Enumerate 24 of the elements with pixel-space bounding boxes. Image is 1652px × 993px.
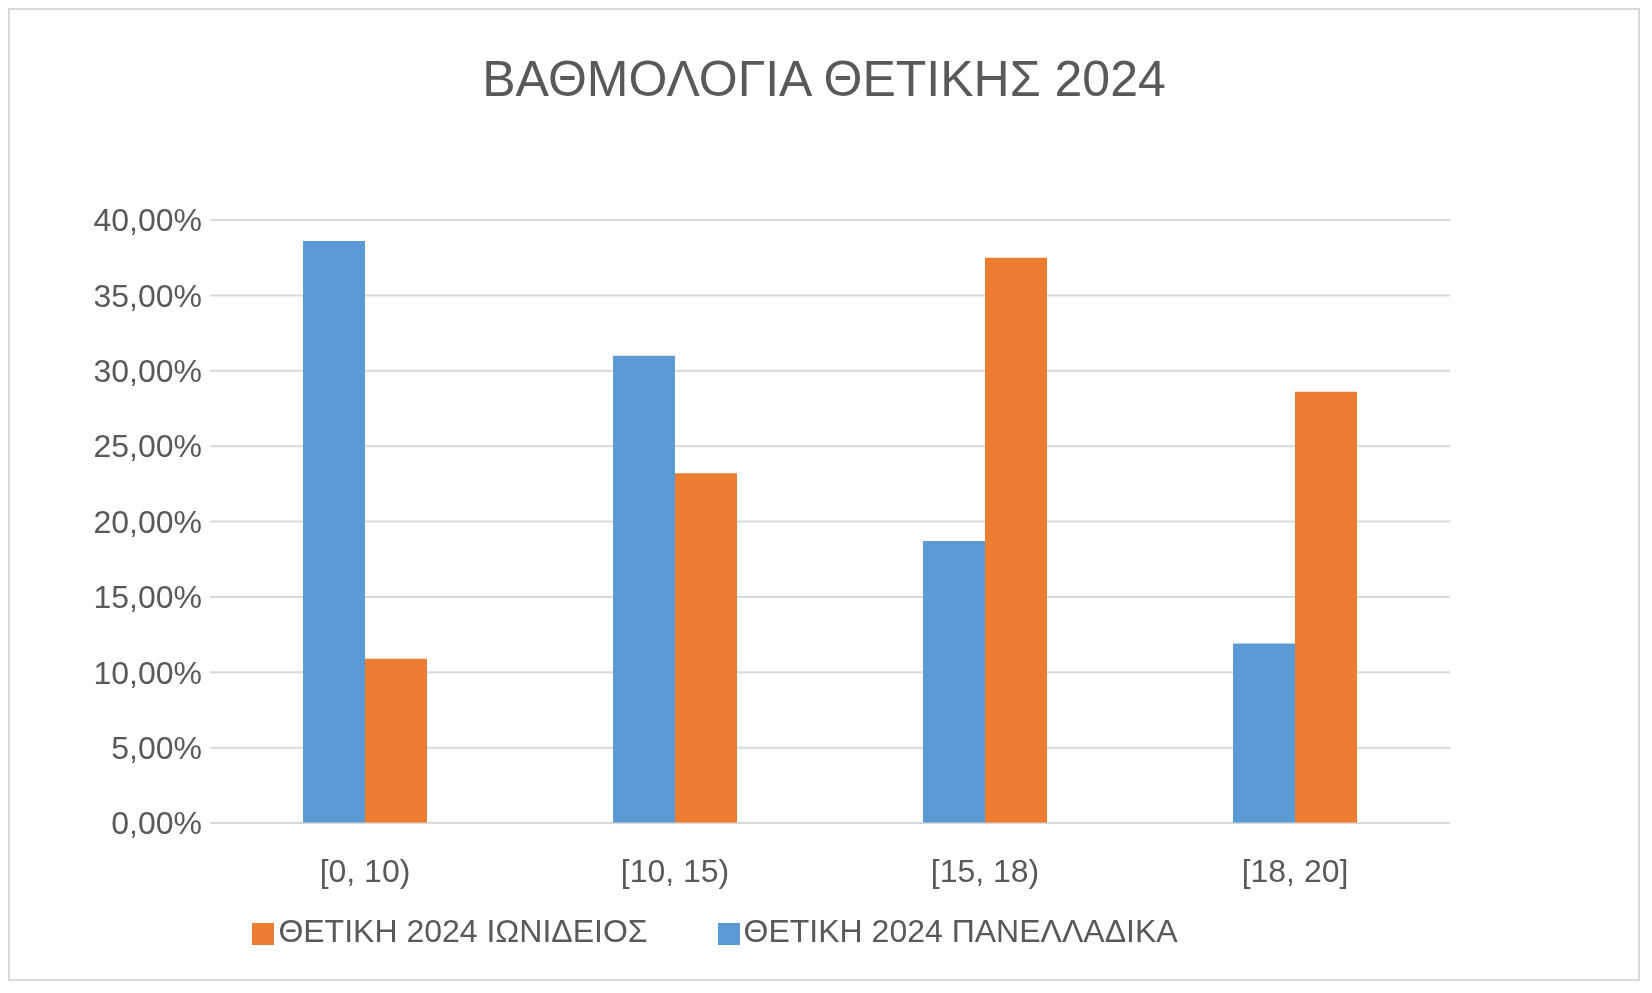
x-tick-label: [18, 20] xyxy=(1241,852,1349,889)
y-tick-label: 35,00% xyxy=(93,277,202,314)
y-tick-label: 0,00% xyxy=(111,805,202,842)
y-tick-label: 10,00% xyxy=(93,654,202,691)
bar xyxy=(1233,643,1295,823)
y-tick-label: 15,00% xyxy=(93,579,202,616)
bar xyxy=(1295,391,1357,823)
y-tick-label: 5,00% xyxy=(111,729,202,766)
x-tick-label: [0, 10) xyxy=(319,852,411,889)
bar xyxy=(923,541,985,823)
y-tick-label: 20,00% xyxy=(93,503,202,540)
x-tick-label: [10, 15) xyxy=(620,852,730,889)
y-tick-label: 40,00% xyxy=(93,202,202,239)
bar xyxy=(613,355,675,823)
x-tick-label: [15, 18) xyxy=(930,852,1040,889)
y-tick-label: 25,00% xyxy=(93,428,202,465)
bar xyxy=(365,658,427,823)
bar xyxy=(985,257,1047,823)
legend-label: ΘΕΤΙΚΗ 2024 ΙΩΝΙΔΕΙΟΣ xyxy=(278,913,648,949)
chart-title: ΒΑΘΜΟΛΟΓΙΑ ΘΕΤΙΚΗΣ 2024 xyxy=(481,50,1167,109)
bar xyxy=(675,473,737,823)
bar xyxy=(303,241,365,823)
legend-label: ΘΕΤΙΚΗ 2024 ΠΑΝΕΛΛΑΔΙΚΑ xyxy=(743,913,1178,949)
y-tick-label: 30,00% xyxy=(93,353,202,390)
